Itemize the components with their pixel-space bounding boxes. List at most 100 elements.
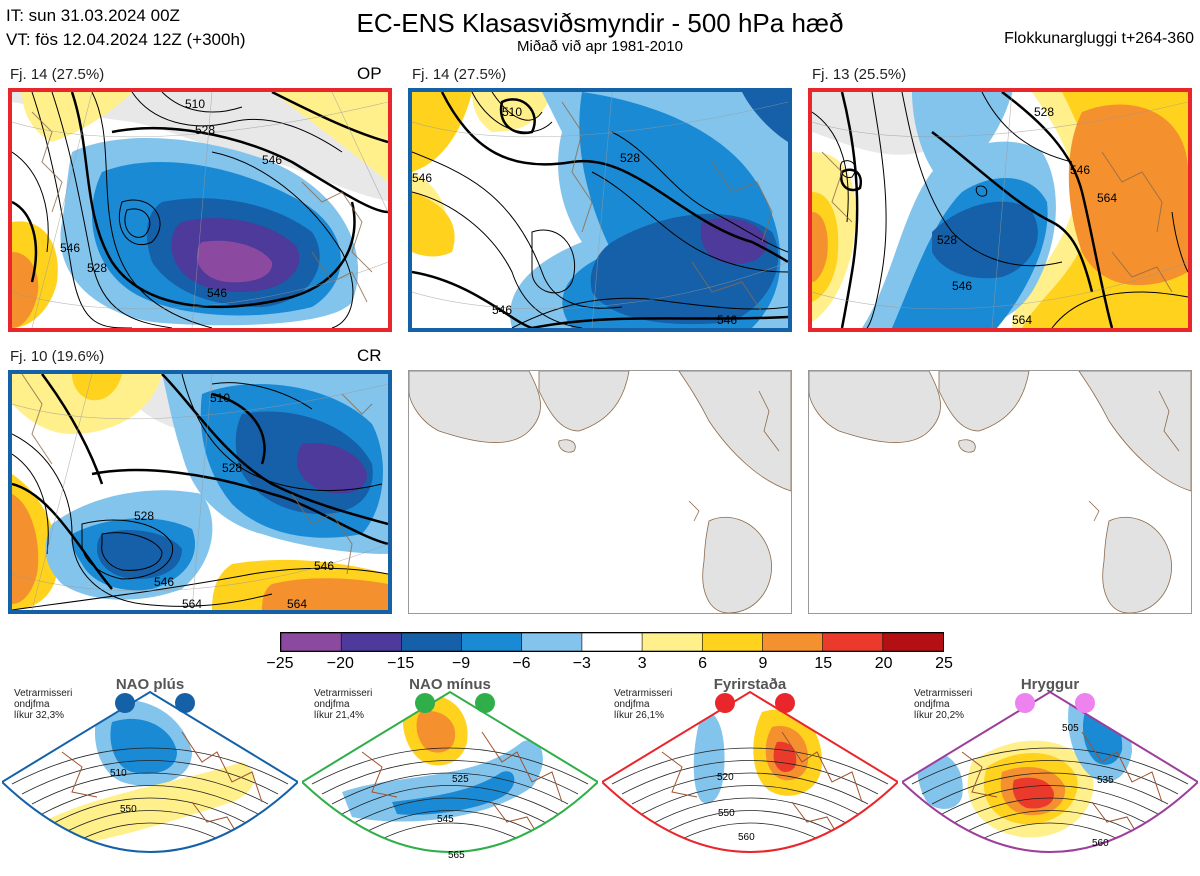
colorbar-swatches xyxy=(280,632,944,652)
regime-note-line: ondjfma xyxy=(614,699,650,710)
colorbar-swatch xyxy=(701,632,764,652)
regime-contour-label: 510 xyxy=(110,768,127,779)
contour-label: 510 xyxy=(185,97,205,111)
contour-label: 546 xyxy=(207,286,227,300)
contour-label: 546 xyxy=(1070,163,1090,177)
classification-window: Flokkunargluggi t+264-360 xyxy=(1004,30,1194,47)
regime-contour-label: 550 xyxy=(718,808,735,819)
panel-4-label: Fj. 10 (19.6%) xyxy=(10,348,105,365)
regime-note: Vetrarmisseri ondjfma líkur 26,1% xyxy=(614,688,672,721)
regime-panel: 520 550 560 xyxy=(600,672,900,871)
regime-note: Vetrarmisseri ondjfma líkur 21,4% xyxy=(314,688,372,721)
regime-note-line: ondjfma xyxy=(314,699,350,710)
regime-marker-left xyxy=(115,693,135,713)
regime-note-line: Vetrarmisseri xyxy=(314,688,373,699)
contour-label: 528 xyxy=(620,151,640,165)
colorbar-tick-label: −3 xyxy=(572,655,591,672)
panel-1-label: Fj. 14 (27.5%) xyxy=(10,66,105,83)
regime-contour-label: 525 xyxy=(452,774,469,785)
colorbar-tick-label: 25 xyxy=(935,655,953,672)
colorbar-tick-label: 9 xyxy=(758,655,768,672)
regime-note: Vetrarmisseri ondjfma líkur 20,2% xyxy=(914,688,972,721)
contour-label: 546 xyxy=(717,313,737,327)
panel-1-tag: OP xyxy=(357,64,382,83)
empty-map-panel-1 xyxy=(408,370,792,614)
regime-contour-label: 550 xyxy=(120,804,137,815)
colorbar-tick-label: 15 xyxy=(814,655,833,672)
regime-panel: 510 550 xyxy=(0,672,300,871)
colorbar-tick-label: 3 xyxy=(637,655,647,672)
regime-marker-left xyxy=(1015,693,1035,713)
contour-label: 528 xyxy=(134,509,154,523)
regime-note-line: Vetrarmisseri xyxy=(914,688,973,699)
regime-note: Vetrarmisseri ondjfma líkur 32,3% xyxy=(14,688,72,721)
contour-label: 510 xyxy=(210,391,230,405)
colorbar-swatch xyxy=(461,632,523,652)
regime-contour-label: 565 xyxy=(448,850,465,861)
contour-label: 528 xyxy=(87,261,107,275)
empty-map-panel-2 xyxy=(808,370,1192,614)
cluster-panel-1: 510 528 546 528 546 546 xyxy=(8,88,392,332)
regime-note-line: ondjfma xyxy=(14,699,50,710)
regime-note-line: líkur 32,3% xyxy=(14,710,65,721)
contour-label: 546 xyxy=(154,575,174,589)
regime-contour-label: 535 xyxy=(1097,775,1114,786)
regime-note-line: líkur 26,1% xyxy=(614,710,665,721)
regime-marker-left xyxy=(415,693,435,713)
header-dates: IT: sun 31.03.2024 00Z VT: fös 12.04.202… xyxy=(6,4,246,52)
colorbar-swatch xyxy=(280,632,342,652)
contour-label: 564 xyxy=(287,597,307,610)
colorbar-tick-label: −25 xyxy=(266,655,294,672)
regime-title: NAO mínus xyxy=(409,676,491,693)
regime-marker-right xyxy=(475,693,495,713)
regime-note-line: Vetrarmisseri xyxy=(14,688,73,699)
colorbar-swatch xyxy=(762,632,824,652)
colorbar-tick-label: 20 xyxy=(874,655,893,672)
valid-time: VT: fös 12.04.2024 12Z (+300h) xyxy=(6,30,246,49)
contour-label: 564 xyxy=(1012,313,1032,327)
colorbar-tick-label: −9 xyxy=(451,655,471,672)
contour-label: 546 xyxy=(412,171,432,185)
regime-panel: 505 535 560 xyxy=(900,672,1200,871)
colorbar-tick-label: −15 xyxy=(387,655,415,672)
cluster-panel-3: 528 546 546 564 564 528 xyxy=(808,88,1192,332)
contour-label: 546 xyxy=(60,241,80,255)
contour-label: 546 xyxy=(314,559,334,573)
contour-label: 564 xyxy=(1097,191,1117,205)
contour-label: 528 xyxy=(195,123,215,137)
regime-note-line: líkur 20,2% xyxy=(914,710,965,721)
regime-note-line: líkur 21,4% xyxy=(314,710,365,721)
regime-note-line: Vetrarmisseri xyxy=(614,688,673,699)
contour-label: 528 xyxy=(222,461,242,475)
panel-4-tag: CR xyxy=(357,346,382,365)
init-time: IT: sun 31.03.2024 00Z xyxy=(6,6,180,25)
colorbar-swatch xyxy=(882,632,944,652)
regime-marker-right xyxy=(1075,693,1095,713)
regime-marker-right xyxy=(175,693,195,713)
panel-2-label: Fj. 14 (27.5%) xyxy=(412,66,507,83)
regime-marker-left xyxy=(715,693,735,713)
regime-panel: 525 545 565 xyxy=(300,672,600,871)
contour-label: 546 xyxy=(952,279,972,293)
contour-label: 528 xyxy=(937,233,957,247)
cluster-panel-4: 510 528 528 546 546 564 564 xyxy=(8,370,392,614)
cluster-panel-2: 510 528 546 546 546 xyxy=(408,88,792,332)
contour-label: 546 xyxy=(492,303,512,317)
page-title: EC-ENS Klasasviðsmyndir - 500 hPa hæð xyxy=(356,8,844,38)
colorbar xyxy=(280,632,944,652)
regime-title: Hryggur xyxy=(1020,676,1080,693)
regime-map: 510 550 xyxy=(0,690,300,853)
colorbar-tick-label: −6 xyxy=(512,655,531,672)
regime-title: Fyrirstaða xyxy=(713,676,787,693)
regime-contour-label: 560 xyxy=(1092,838,1109,849)
colorbar-swatch xyxy=(641,632,704,652)
colorbar-swatch xyxy=(822,632,884,652)
contour-label: 528 xyxy=(1034,105,1054,119)
colorbar-swatch xyxy=(401,632,463,652)
colorbar-tick-label: −20 xyxy=(326,655,354,672)
contour-label: 510 xyxy=(502,105,522,119)
colorbar-swatch xyxy=(521,632,583,652)
regime-title: NAO plús xyxy=(115,676,185,693)
page-subtitle: Miðað við apr 1981-2010 xyxy=(517,38,683,55)
panel-3-label: Fj. 13 (25.5%) xyxy=(812,66,907,83)
